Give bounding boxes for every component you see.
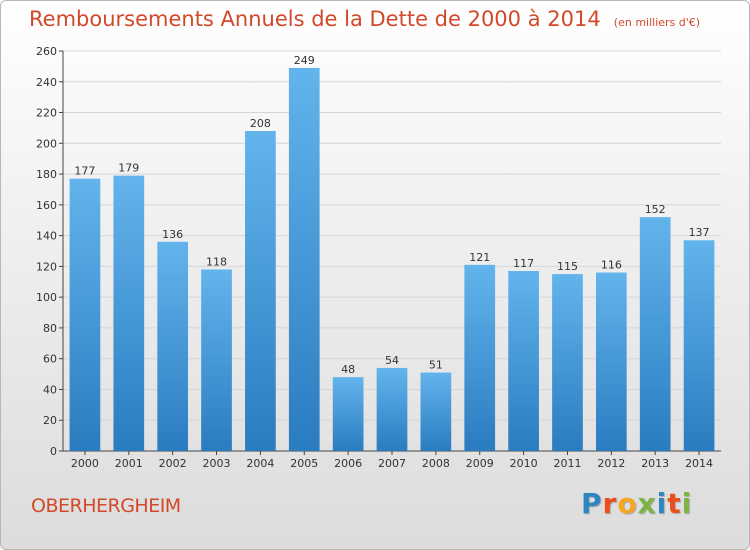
bar-2001	[113, 175, 145, 451]
bar-2009	[464, 264, 496, 451]
commune-name: OBERHERGHEIM	[31, 495, 181, 517]
chart-title: Remboursements Annuels de la Dette de 20…	[29, 7, 601, 31]
value-label-2011: 115	[557, 260, 578, 273]
bars	[69, 67, 715, 451]
x-tick-label-2001: 2001	[115, 457, 143, 470]
value-label-2005: 249	[294, 54, 315, 67]
bar-2014	[683, 240, 715, 451]
x-tick-label-2006: 2006	[334, 457, 362, 470]
y-tick-label: 100	[36, 291, 57, 304]
logo-letter: r	[602, 487, 618, 520]
value-label-2003: 118	[206, 255, 227, 268]
bar-2010	[508, 271, 539, 451]
y-tick-label: 160	[36, 199, 57, 212]
bar-2013	[639, 217, 671, 451]
x-tick-label-2000: 2000	[71, 457, 99, 470]
title-row: Remboursements Annuels de la Dette de 20…	[29, 7, 700, 31]
y-tick-label: 120	[36, 260, 57, 273]
logo-letter: i	[656, 487, 668, 520]
x-tick-label-2013: 2013	[641, 457, 669, 470]
proxiti-logo[interactable]: Proxiti	[581, 487, 692, 520]
y-tick-label: 240	[36, 76, 57, 89]
value-label-2006: 48	[341, 363, 355, 376]
value-label-2009: 121	[469, 251, 490, 264]
x-tick-label-2014: 2014	[685, 457, 713, 470]
logo-letter: o	[617, 487, 638, 520]
y-tick-label: 60	[43, 353, 57, 366]
x-tick-label-2012: 2012	[597, 457, 625, 470]
bar-2012	[595, 272, 627, 451]
logo-letter: i	[681, 487, 693, 520]
bar-2000	[69, 178, 101, 451]
chart-subtitle: (en milliers d'€)	[613, 16, 701, 29]
x-tick-label-2010: 2010	[510, 457, 538, 470]
value-label-2012: 116	[601, 259, 622, 272]
x-tick-label-2009: 2009	[466, 457, 494, 470]
value-label-2000: 177	[74, 165, 95, 178]
logo-letter: x	[637, 487, 657, 520]
bar-2004	[245, 131, 276, 451]
bar-2002	[157, 241, 189, 451]
value-label-2007: 54	[385, 354, 399, 367]
value-label-2014: 137	[689, 226, 710, 239]
x-tick-label-2005: 2005	[290, 457, 318, 470]
value-label-2010: 117	[513, 257, 534, 270]
value-label-2002: 136	[162, 228, 183, 241]
x-tick-label-2008: 2008	[422, 457, 450, 470]
logo-letter: P	[581, 487, 603, 520]
bar-2011	[552, 274, 583, 451]
y-tick-label: 260	[36, 45, 57, 58]
value-label-2004: 208	[250, 117, 271, 130]
bar-2008	[420, 372, 452, 451]
x-tick-label-2003: 2003	[203, 457, 231, 470]
y-tick-label: 180	[36, 168, 57, 181]
y-tick-label: 20	[43, 414, 57, 427]
x-tick-label-2011: 2011	[553, 457, 581, 470]
y-tick-label: 40	[43, 383, 57, 396]
x-tick-label-2007: 2007	[378, 457, 406, 470]
x-tick-label-2002: 2002	[159, 457, 187, 470]
data-labels: 177 179 136 118 208 249 48 54 51 121 117 115 116 152 1…	[74, 54, 709, 376]
value-label-2001: 179	[118, 162, 139, 175]
bar-2003	[201, 269, 232, 451]
value-label-2008: 51	[429, 359, 443, 372]
logo-letter: t	[667, 487, 682, 520]
y-tick-label: 0	[50, 445, 57, 458]
y-tick-label: 80	[43, 322, 57, 335]
y-tick-label: 140	[36, 230, 57, 243]
x-tick-label-2004: 2004	[246, 457, 274, 470]
y-tick-label: 220	[36, 107, 57, 120]
bar-2007	[376, 367, 408, 451]
bar-2006	[332, 377, 364, 451]
value-label-2013: 152	[645, 203, 666, 216]
y-tick-label: 200	[36, 137, 57, 150]
bar-2005	[288, 67, 320, 451]
